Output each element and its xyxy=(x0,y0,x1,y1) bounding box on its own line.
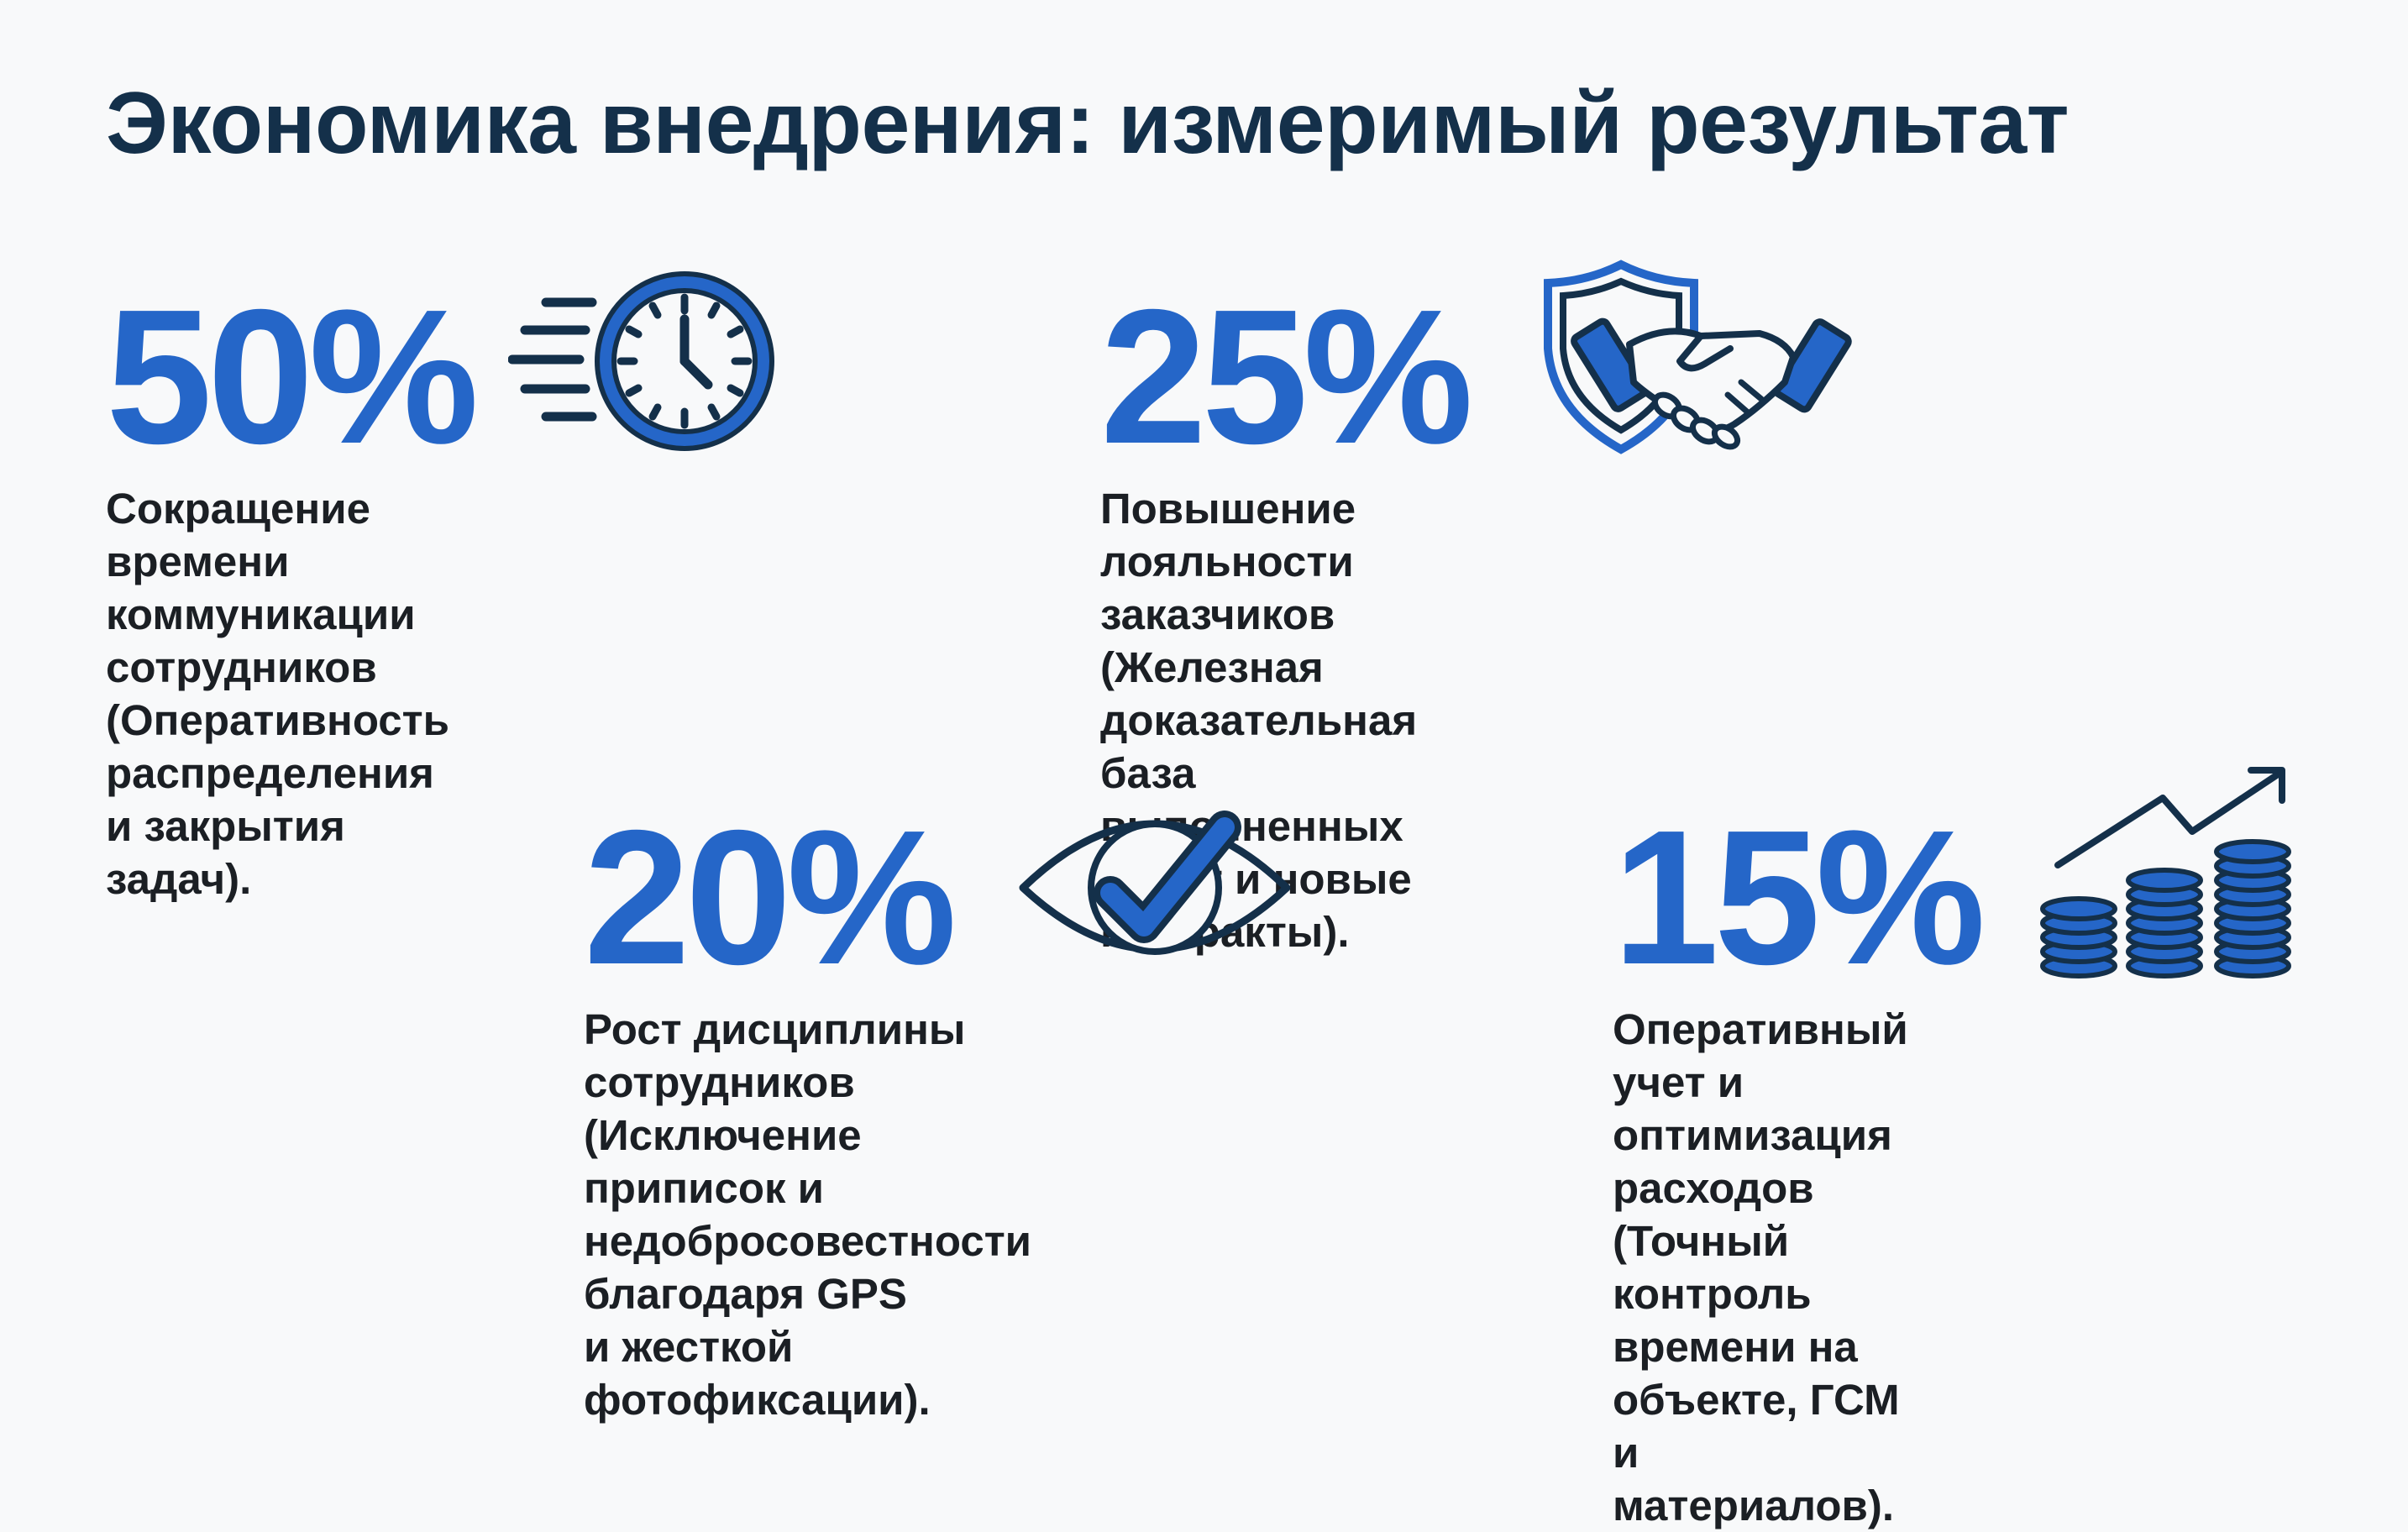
metric-value: 15% xyxy=(1613,791,1986,1005)
metric-description: Оперативный учет и оптимизация расходов … xyxy=(1613,1005,1908,1529)
metric-description: Рост дисциплины сотрудников (Исключение … xyxy=(584,1005,1032,1424)
eye-check-icon xyxy=(1019,811,1291,955)
metric-description: Сокращение времени коммуникации сотрудни… xyxy=(106,485,449,903)
metric-value: 20% xyxy=(584,791,957,1005)
metric-value: 50% xyxy=(106,270,479,484)
metric-value: 25% xyxy=(1100,270,1473,484)
page-title: Экономика внедрения: измеримый результат xyxy=(106,75,2070,172)
coins-growth-icon xyxy=(2040,767,2291,978)
shield-handshake-icon xyxy=(1544,260,1852,454)
metric-description: Повышение лояльности заказчиков (Железна… xyxy=(1100,485,1418,956)
fast-clock-icon xyxy=(508,271,774,451)
